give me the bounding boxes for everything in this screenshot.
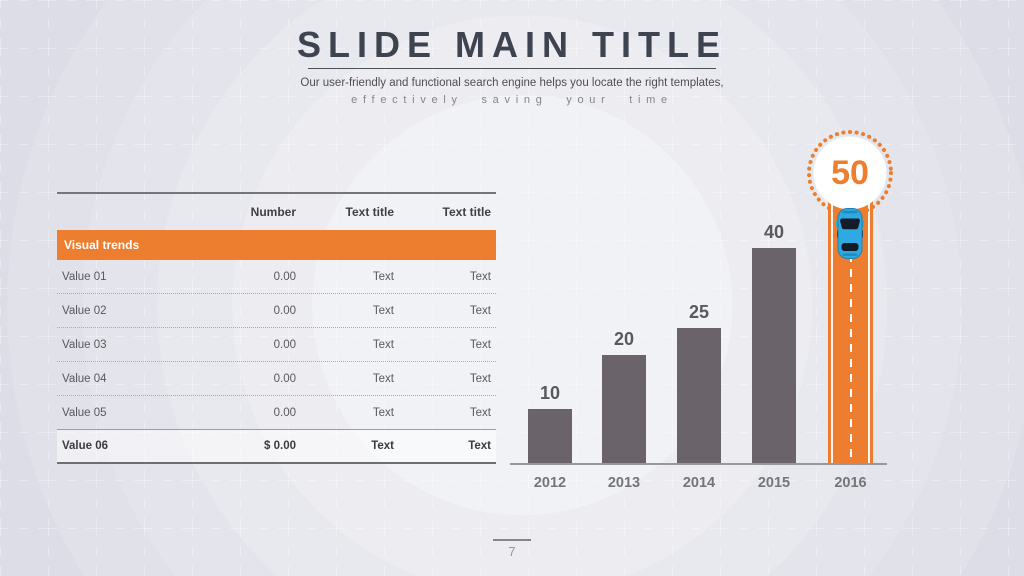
row-text-2: Text (469, 406, 491, 419)
car-icon (836, 208, 864, 259)
row-label: Value 06 (62, 440, 109, 452)
row-label: Value 02 (62, 304, 107, 317)
table-header-text-title-1: Text title (345, 205, 394, 219)
row-number: 0.00 (273, 338, 296, 351)
table-row: Value 05 0.00 Text Text (57, 396, 496, 430)
badge-value: 50 (831, 153, 869, 192)
row-text-1: Text (372, 270, 394, 283)
row-number: 0.00 (273, 304, 296, 317)
chart-axis-line (510, 463, 887, 465)
row-label: Value 03 (62, 338, 107, 351)
row-text-2: Text (469, 270, 491, 283)
row-label: Value 01 (62, 270, 107, 283)
bar-column-2015: 40 (752, 222, 796, 463)
bar-2015 (752, 248, 796, 463)
bar-value-label: 40 (763, 222, 785, 242)
x-axis-label-2014: 2014 (682, 475, 716, 491)
x-axis-label-2012: 2012 (533, 475, 567, 491)
bar-value-label: 20 (613, 329, 635, 349)
row-text-1: Text (372, 372, 394, 385)
table-header-number: Number (250, 205, 296, 219)
x-axis-label-2013: 2013 (607, 475, 641, 491)
row-number: $ 0.00 (264, 440, 296, 452)
table-row: Value 02 0.00 Text Text (57, 294, 496, 328)
row-label: Value 04 (62, 372, 107, 385)
bar-column-2012: 10 (528, 383, 572, 463)
data-table: Number Text title Text title Visual tren… (57, 192, 496, 464)
x-axis-label-2015: 2015 (757, 475, 791, 491)
table-group-header: Visual trends (57, 230, 496, 260)
bar-value-label: 25 (688, 302, 710, 322)
table-header-text-title-2: Text title (442, 205, 491, 219)
row-text-2: Text (469, 372, 491, 385)
footer-divider-line (493, 539, 531, 541)
row-label: Value 05 (62, 406, 107, 419)
bar-column-2013: 20 (602, 329, 646, 463)
bar-2013 (602, 355, 646, 463)
row-text-1: Text (372, 406, 394, 419)
bar-2014 (677, 328, 721, 463)
page-title: SLIDE MAIN TITLE (297, 24, 727, 65)
bar-column-2014: 25 (677, 302, 721, 463)
title-underline (308, 68, 716, 69)
row-text-2: Text (468, 440, 491, 452)
subtitle-line-2: effectively saving your time (351, 94, 673, 106)
row-text-2: Text (469, 338, 491, 351)
row-text-2: Text (469, 304, 491, 317)
row-text-1: Text (372, 338, 394, 351)
road-edge-line (868, 194, 870, 463)
table-row-total: Value 06 $ 0.00 Text Text (57, 430, 496, 464)
bar-value-label: 10 (539, 383, 561, 403)
bar-2012 (528, 409, 572, 463)
table-row: Value 04 0.00 Text Text (57, 362, 496, 396)
subtitle-line-1: Our user-friendly and functional search … (300, 77, 724, 89)
row-number: 0.00 (273, 372, 296, 385)
road-edge-line (831, 194, 833, 463)
row-number: 0.00 (273, 406, 296, 419)
page-number: 7 (508, 544, 516, 559)
table-row: Value 03 0.00 Text Text (57, 328, 496, 362)
row-number: 0.00 (273, 270, 296, 283)
x-axis-label-2016: 2016 (834, 475, 867, 491)
row-text-1: Text (372, 304, 394, 317)
row-text-1: Text (371, 440, 394, 452)
value-badge-2016: 50 (805, 128, 895, 218)
table-row: Value 01 0.00 Text Text (57, 260, 496, 294)
table-header-row: Number Text title Text title (57, 194, 496, 230)
